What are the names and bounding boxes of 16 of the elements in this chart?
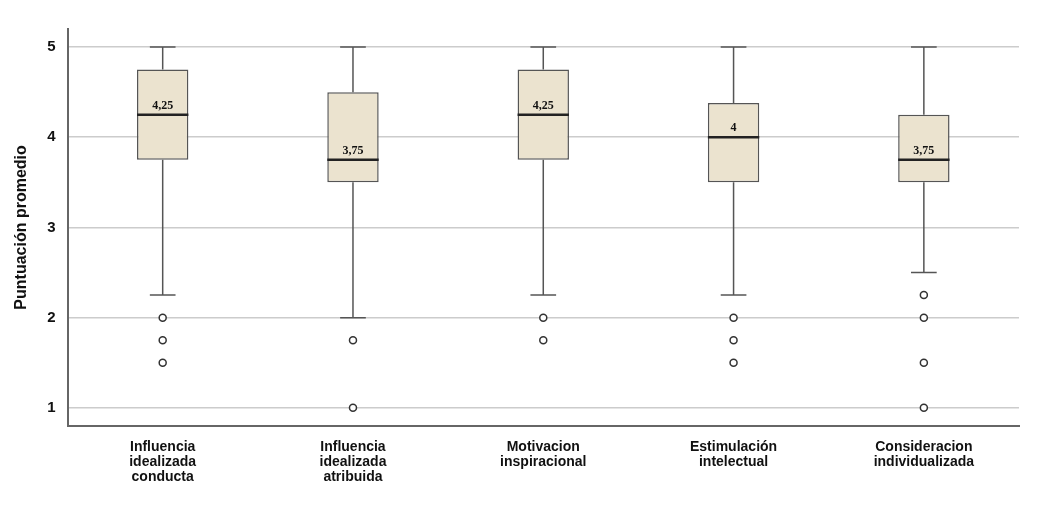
text: 3,75	[342, 142, 364, 157]
y-tick-label: 3	[47, 217, 56, 235]
text: 4,25	[152, 97, 174, 112]
text: 4	[730, 120, 737, 135]
y-tick-label: 4	[47, 127, 57, 145]
x-tick-label: Influencia idealizada conducta	[129, 438, 197, 484]
x-tick-label: Consideracion individualizada	[873, 438, 975, 469]
text: 4,25	[532, 97, 554, 112]
y-tick-label: 1	[47, 398, 56, 415]
x-tick-label: Estimulación intelectual	[689, 438, 778, 469]
x-tick-label: Influencia idealizada atribuida	[319, 438, 387, 484]
x-tick-label: Motivacion inspiracional	[500, 438, 587, 469]
y-axis-title: Puntuación promedio	[12, 145, 30, 310]
y-tick-label: 5	[47, 37, 56, 55]
text: 3,75	[913, 142, 935, 157]
y-tick-label: 2	[47, 307, 56, 325]
